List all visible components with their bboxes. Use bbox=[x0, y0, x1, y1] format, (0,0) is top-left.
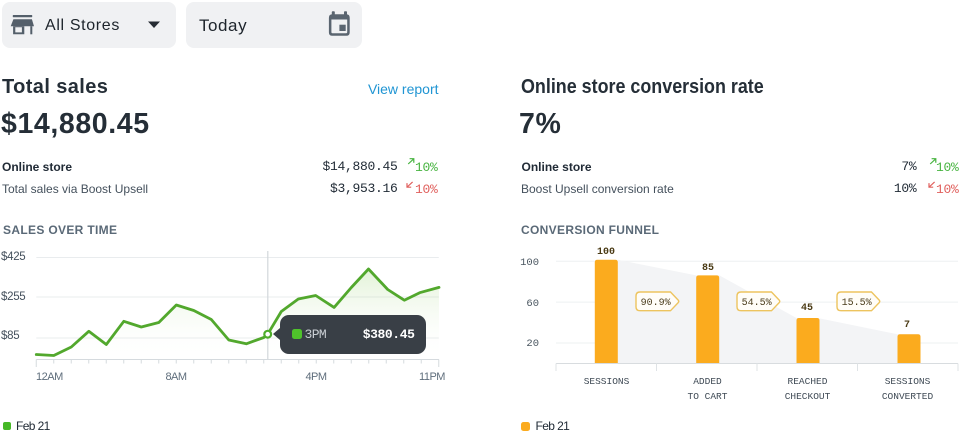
svg-text:54.5%: 54.5% bbox=[742, 298, 772, 309]
svg-text:15.5%: 15.5% bbox=[842, 298, 872, 309]
svg-text:90.9%: 90.9% bbox=[641, 298, 671, 309]
